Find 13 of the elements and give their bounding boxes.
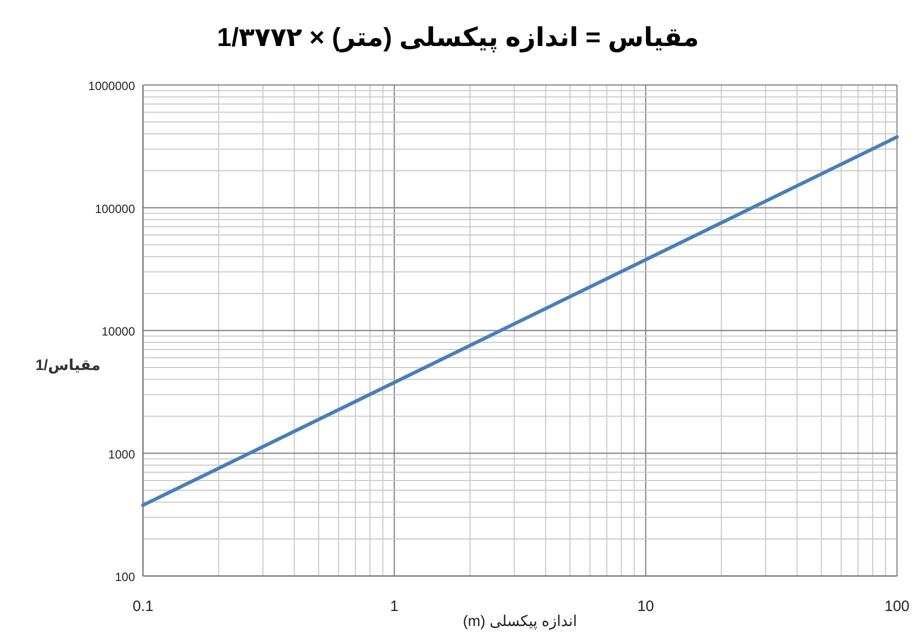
y-tick-label: 100 [114,570,136,584]
y-tick-label: 10000 [102,324,136,338]
x-tick-label: 0.1 [132,598,154,615]
chart-title: 1/مقیاس = اندازه پیکسلی (متر) × ۳۷۷۲ [217,22,699,53]
y-tick-label: 1000 [108,447,136,462]
x-axis-title: اندازه پیکسلی (m) [462,613,578,630]
y-tick-label: 100000 [94,202,136,216]
x-tick-label: 100 [884,598,910,615]
x-tick-label: 10 [637,598,654,615]
x-tick-label: 1 [390,598,399,615]
y-axis-title: 1/مقیاس [35,357,101,374]
y-tick-label: 1000000 [88,79,136,93]
line-series [141,135,899,507]
